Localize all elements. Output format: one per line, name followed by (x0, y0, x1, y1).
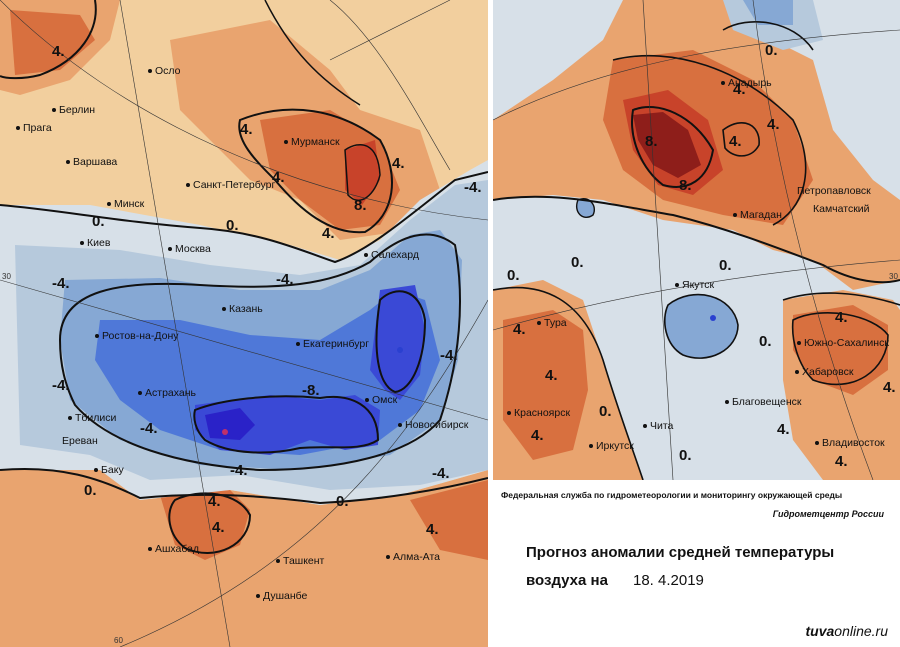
forecast-title-line2: воздуха на (526, 572, 608, 589)
isoline-label: 4. (212, 519, 225, 536)
isoline-label: -8. (302, 382, 320, 399)
meridian-tick: 30 (889, 272, 898, 281)
city-yuzhno: Южно-Сахалинск (797, 338, 889, 349)
city-dushanbe: Душанбе (256, 591, 307, 602)
isoline-label: 4. (513, 321, 526, 338)
city-minsk: Минск (107, 199, 144, 210)
isoline-label: 0. (507, 267, 520, 284)
city-krasnoyarsk: Красноярск (507, 408, 570, 419)
isoline-label: 0. (571, 254, 584, 271)
isoline-label: -4. (230, 462, 248, 479)
city-ekaterinburg: Екатеринбург (296, 339, 369, 350)
city-chita: Чита (643, 421, 673, 432)
meridian-tick: 30 (2, 272, 11, 281)
watermark-bold: tuva (805, 623, 835, 639)
isoline-label: 4. (835, 309, 848, 326)
isoline-label: 0. (599, 403, 612, 420)
isoline-label: 4. (733, 81, 746, 98)
isoline-label: -4. (432, 465, 450, 482)
isoline-label: 4. (272, 169, 285, 186)
isoline-label: 4. (531, 427, 544, 444)
forecast-date: 18. 4.2019 (633, 572, 704, 589)
isoline-label: 8. (354, 197, 367, 214)
city-rostov: Ростов-на-Дону (95, 331, 179, 342)
city-astrakhan: Астрахань (138, 388, 196, 399)
isoline-label: 4. (777, 421, 790, 438)
city-kazan: Казань (222, 304, 263, 315)
watermark-rest: online.ru (834, 623, 888, 639)
isoline-label: -4. (52, 275, 70, 292)
isoline-label: -4. (276, 271, 294, 288)
city-blagoveshchensk: Благовещенск (725, 397, 801, 408)
forecast-title: Прогноз аномалии средней температуры (526, 544, 835, 561)
right-map-fields (493, 0, 900, 480)
city-moskva: Москва (168, 244, 211, 255)
isoline-label: 4. (835, 453, 848, 470)
isoline-label: 0. (336, 493, 349, 510)
isoline-label: 0. (92, 213, 105, 230)
city-salekhard: Салехард (364, 250, 419, 261)
city-praga: Прага (16, 123, 52, 134)
isoline-label: 0. (84, 482, 97, 499)
isoline-label: -4. (440, 347, 458, 364)
isoline-label: 4. (392, 155, 405, 172)
city-anadyr: Анадырь (721, 78, 772, 89)
isoline-label: 4. (208, 493, 221, 510)
left-map-fields (0, 0, 488, 647)
isoline-label: -4. (464, 179, 482, 196)
city-spb: Санкт-Петербург (186, 180, 275, 191)
panel-divider (488, 0, 493, 647)
isoline-label: 4. (883, 379, 896, 396)
isoline-label: -4. (140, 420, 158, 437)
city-berlin: Берлин (52, 105, 95, 116)
city-almaata: Алма-Ата (386, 552, 440, 563)
right-anomaly-map: Анадырь Петропавловск Камчатский Магадан… (493, 0, 900, 480)
city-khabarovsk: Хабаровск (795, 367, 853, 378)
city-irkutsk: Иркутск (589, 441, 634, 452)
isoline-label: 4. (767, 116, 780, 133)
city-tbilisi: Тбилиси (68, 413, 116, 424)
site-watermark[interactable]: tuvaonline.ru (806, 623, 889, 639)
city-murmansk: Мурманск (284, 137, 340, 148)
left-anomaly-map: Осло Берлин Прага Мурманск Варшава Санкт… (0, 0, 488, 647)
city-erevan: Ереван (62, 435, 98, 447)
meridian-tick: 60 (114, 636, 123, 645)
isoline-label: 4. (240, 121, 253, 138)
city-kiev: Киев (80, 238, 110, 249)
isoline-label: 4. (426, 521, 439, 538)
isoline-label: 0. (679, 447, 692, 464)
isoline-label: 0. (719, 257, 732, 274)
isoline-label: 0. (765, 42, 778, 59)
city-tashkent: Ташкент (276, 556, 324, 567)
city-omsk: Омск (365, 395, 397, 406)
isoline-label: 4. (52, 43, 65, 60)
city-yakutsk: Якутск (675, 280, 714, 291)
city-kamchatsky: Камчатский (813, 203, 870, 215)
city-baku: Баку (94, 465, 124, 476)
city-petropavlovsk: Петропавловск (797, 185, 871, 197)
isoline-label: 4. (729, 133, 742, 150)
isoline-label: 4. (322, 225, 335, 242)
isoline-label: 8. (645, 133, 658, 150)
city-magadan: Магадан (733, 210, 782, 221)
city-vladivostok: Владивосток (815, 438, 885, 449)
isoline-label: 0. (759, 333, 772, 350)
isoline-label: -4. (52, 377, 70, 394)
isoline-label: 0. (226, 217, 239, 234)
isoline-label: 8. (679, 177, 692, 194)
city-oslo: Осло (148, 66, 181, 77)
isoline-label: 4. (545, 367, 558, 384)
city-varshava: Варшава (66, 157, 117, 168)
city-ashkhabad: Ашхабад (148, 544, 199, 555)
organization-name: Федеральная служба по гидрометеорологии … (501, 490, 843, 500)
city-novosibirsk: Новосибирск (398, 420, 468, 431)
forecast-info-panel: Федеральная служба по гидрометеорологии … (493, 480, 900, 647)
hydromet-center-name: Гидрометцентр России (772, 509, 884, 519)
city-tura: Тура (537, 318, 567, 329)
